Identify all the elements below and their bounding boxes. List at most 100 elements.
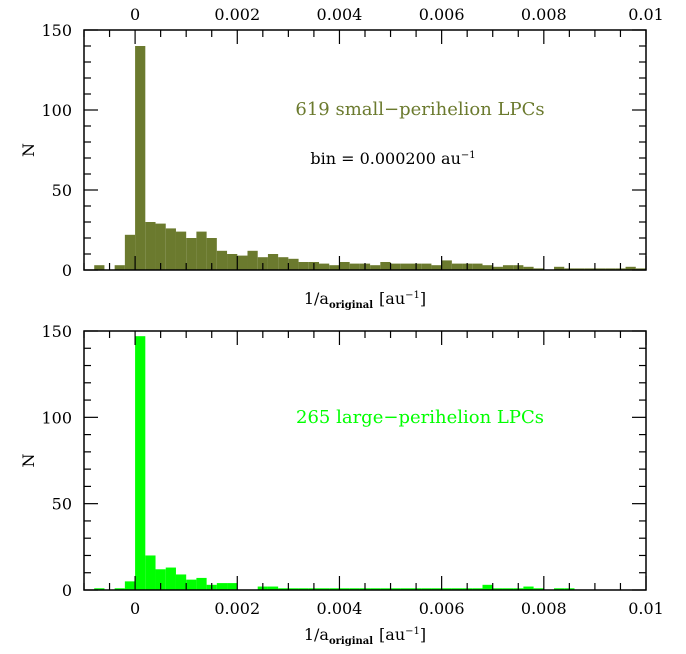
histogram-bar: [533, 268, 544, 270]
panel-small-perihelion: 0 0.002 0.004 0.006 0.008 0.01 0 50 100 150 N 1/…: [19, 5, 664, 311]
histogram-bar: [472, 263, 483, 270]
histogram-bar: [196, 231, 207, 270]
histogram-bar: [124, 234, 136, 270]
y-tick-label: 0: [62, 261, 72, 280]
histogram-bar: [298, 262, 309, 270]
histogram-bar: [165, 228, 176, 270]
x-tick-labels: 0 0.002 0.004 0.006 0.008 0.01: [130, 599, 664, 618]
histogram-bar: [349, 263, 360, 270]
x-tick-label: 0.006: [419, 599, 465, 618]
histogram-bar: [237, 255, 248, 270]
histogram-bar: [523, 266, 534, 270]
histogram-bar: [278, 257, 289, 270]
x-tick-label: 0: [130, 599, 140, 618]
histogram-bar: [288, 258, 299, 270]
histogram-bar: [145, 555, 156, 590]
histogram-bar: [186, 579, 197, 590]
histogram-bar: [145, 222, 156, 270]
histogram-bar: [196, 577, 207, 590]
histogram-bar: [421, 263, 432, 270]
histogram-bar: [135, 46, 146, 270]
histogram-bar: [186, 238, 197, 270]
histogram-bar: [155, 569, 166, 590]
histogram-bar: [533, 588, 544, 590]
histogram-bar: [135, 336, 146, 590]
histogram-bar: [523, 586, 534, 590]
histogram-bar: [554, 588, 565, 590]
histogram-bar: [155, 223, 166, 270]
series-annotation: 619 small−perihelion LPCs: [295, 99, 544, 120]
histogram-bar: [380, 262, 391, 270]
histogram-bar: [124, 581, 136, 590]
histogram-bar: [431, 265, 442, 270]
y-tick-label: 150: [41, 322, 72, 341]
histogram-bar: [421, 588, 432, 590]
y-tick-labels: 0 50 100 150: [41, 21, 72, 280]
histogram-bar: [502, 265, 514, 270]
histogram-bar: [625, 266, 636, 270]
histogram-bar: [349, 588, 360, 590]
y-tick-labels: 0 50 100 150: [41, 322, 72, 600]
histogram-bar: [267, 254, 279, 270]
histogram-bar: [114, 588, 125, 590]
histogram-bar: [319, 588, 330, 590]
y-tick-label: 100: [41, 408, 72, 427]
x-tick-label: 0.002: [214, 599, 260, 618]
histogram-bar: [114, 265, 125, 270]
histogram-bar: [206, 238, 217, 270]
histogram-bar: [502, 588, 514, 590]
histogram-bar: [227, 583, 238, 590]
plot-frame: [83, 330, 647, 591]
histogram-bar: [390, 588, 401, 590]
x-tick-label: 0.004: [317, 5, 363, 24]
histogram-bar: [370, 588, 381, 590]
y-tick-label: 150: [41, 21, 72, 40]
series-annotation: 265 large−perihelion LPCs: [296, 407, 544, 428]
histogram-bar: [482, 584, 493, 590]
y-axis-label: N: [19, 143, 38, 157]
histogram-bar: [441, 260, 452, 270]
histogram-bar: [451, 588, 463, 590]
histogram-bar: [492, 588, 503, 590]
bin-width-note: bin = 0.000200 au−1: [310, 149, 475, 168]
histogram-bar: [441, 588, 452, 590]
histogram-bar: [431, 588, 442, 590]
x-axis-label: 1/aoriginal [au−1]: [304, 289, 426, 311]
x-tick-label: 0.008: [521, 5, 567, 24]
histogram-bar: [574, 268, 585, 270]
histogram-bar: [400, 588, 411, 590]
x-tick-label: 0.002: [214, 5, 260, 24]
x-tick-labels: 0 0.002 0.004 0.006 0.008 0.01: [130, 5, 664, 24]
x-tick-label: 0: [130, 5, 140, 24]
x-tick-label: 0.01: [628, 5, 664, 24]
y-tick-label: 0: [62, 581, 72, 600]
histogram-bar: [227, 254, 238, 270]
y-tick-label: 50: [52, 495, 72, 514]
histogram-bar: [278, 588, 289, 590]
x-axis-label: 1/aoriginal [au−1]: [304, 625, 426, 647]
histogram-bar: [635, 268, 646, 270]
histogram-bar: [288, 588, 299, 590]
histogram-bar: [605, 268, 616, 270]
histogram-bar: [94, 588, 105, 590]
x-tick-label: 0.004: [317, 599, 363, 618]
y-axis-label: N: [19, 454, 38, 468]
histogram-bar: [482, 265, 493, 270]
histogram-bar: [339, 588, 350, 590]
histogram-bar: [298, 588, 309, 590]
y-tick-label: 100: [41, 101, 72, 120]
y-tick-label: 50: [52, 181, 72, 200]
histogram-bar: [380, 588, 391, 590]
histogram-bar: [175, 574, 187, 590]
histogram-bar: [451, 263, 463, 270]
histogram-bar: [329, 588, 340, 590]
histogram-bar: [175, 231, 187, 270]
histogram-bars: [94, 336, 575, 590]
axis-ticks: [83, 29, 647, 271]
histogram-bar: [492, 266, 503, 270]
x-tick-label: 0.01: [628, 599, 664, 618]
histogram-bar: [94, 265, 105, 270]
histogram-bar: [584, 268, 595, 270]
histogram-bar: [472, 588, 483, 590]
